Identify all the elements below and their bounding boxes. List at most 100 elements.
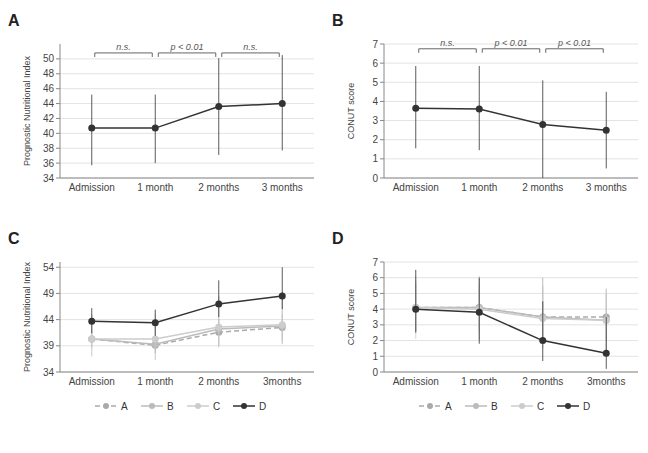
error-bar xyxy=(542,301,543,361)
marker xyxy=(152,336,159,343)
y-tick-label: 44 xyxy=(43,314,55,325)
y-tick xyxy=(380,324,384,325)
y-tick xyxy=(380,309,384,310)
x-tick-label: 3 months xyxy=(586,182,627,193)
marker xyxy=(88,336,95,343)
x-tick-label: 3months xyxy=(587,376,625,387)
y-tick xyxy=(56,73,60,74)
sig-label: n.s. xyxy=(243,42,258,52)
y-tick xyxy=(56,133,60,134)
x-axis xyxy=(60,372,314,373)
legend-marker xyxy=(565,403,571,409)
y-tick-label: 6 xyxy=(372,272,378,283)
marks xyxy=(412,270,610,369)
figure: A343638404244464850Admission1 month2 mon… xyxy=(0,0,648,453)
grid-line xyxy=(60,58,314,59)
y-axis xyxy=(60,44,61,178)
y-tick-label: 54 xyxy=(43,262,55,273)
grid-line xyxy=(384,158,638,159)
y-tick xyxy=(56,88,60,89)
y-tick xyxy=(380,82,384,83)
y-tick-label: 44 xyxy=(43,98,55,109)
grid-line xyxy=(60,372,314,373)
y-tick xyxy=(56,267,60,268)
y-tick-label: 6 xyxy=(372,58,378,69)
sig-label: n.s. xyxy=(116,42,131,52)
sig-label: p < 0.01 xyxy=(170,42,204,52)
y-tick-label: 4 xyxy=(372,304,378,315)
y-tick xyxy=(56,163,60,164)
grid-line xyxy=(60,73,314,74)
grid-line xyxy=(384,262,638,263)
y-tick xyxy=(56,372,60,373)
grid-line xyxy=(384,277,638,278)
marker xyxy=(88,336,95,343)
marker xyxy=(215,103,222,110)
legend-label: A xyxy=(121,401,128,412)
legend-label: A xyxy=(445,401,452,412)
grid-line xyxy=(60,319,314,320)
grid-line xyxy=(384,372,638,373)
marker xyxy=(603,127,610,134)
marker xyxy=(152,319,159,326)
x-tick-label: 2 months xyxy=(522,376,563,387)
marker xyxy=(603,350,610,357)
x-tick-label: Admission xyxy=(69,182,115,193)
sig-bracket xyxy=(419,49,477,53)
legend-label: D xyxy=(583,401,590,412)
grid-line xyxy=(384,101,638,102)
x-tick-label: 1 month xyxy=(461,376,497,387)
marker xyxy=(539,121,546,128)
marker xyxy=(412,105,419,112)
x-tick-label: 1 month xyxy=(137,182,173,193)
grid-line xyxy=(384,178,638,179)
sig-label: p < 0.01 xyxy=(494,38,528,48)
legend-marker xyxy=(149,403,155,409)
error-bar xyxy=(542,80,543,178)
y-tick xyxy=(380,139,384,140)
y-tick-label: 40 xyxy=(43,128,55,139)
legend: ABCD xyxy=(419,401,590,412)
marker xyxy=(88,318,95,325)
y-tick xyxy=(380,101,384,102)
grid-line xyxy=(60,178,314,179)
marker xyxy=(412,306,419,313)
marker xyxy=(152,125,159,132)
legend-marker xyxy=(427,403,433,409)
marker xyxy=(476,309,483,316)
y-tick-label: 5 xyxy=(372,77,378,88)
series-line xyxy=(92,325,283,339)
panel-label: A xyxy=(8,12,20,29)
marker xyxy=(539,337,546,344)
marker xyxy=(279,100,286,107)
series-line xyxy=(92,296,283,323)
y-tick-label: 7 xyxy=(372,39,378,50)
series-line xyxy=(416,309,607,353)
y-tick xyxy=(380,120,384,121)
y-tick-label: 42 xyxy=(43,113,55,124)
grid-line xyxy=(384,82,638,83)
series-line xyxy=(416,308,607,321)
y-tick-label: 49 xyxy=(43,288,55,299)
sig-bracket xyxy=(95,53,153,57)
x-tick-label: Admission xyxy=(393,376,439,387)
y-tick-label: 0 xyxy=(372,173,378,184)
y-tick xyxy=(380,293,384,294)
y-tick xyxy=(380,178,384,179)
y-tick-label: 46 xyxy=(43,83,55,94)
marker xyxy=(279,321,286,328)
y-tick-label: 50 xyxy=(43,53,55,64)
x-axis xyxy=(60,178,314,179)
sig-bracket xyxy=(222,53,280,57)
legend-label: D xyxy=(259,401,266,412)
grid-line xyxy=(384,120,638,121)
y-tick-label: 2 xyxy=(372,134,378,145)
y-tick xyxy=(380,44,384,45)
error-bar xyxy=(415,270,416,333)
y-tick xyxy=(380,340,384,341)
legend-marker xyxy=(519,403,525,409)
marker xyxy=(279,293,286,300)
y-tick-label: 4 xyxy=(372,96,378,107)
legend-label: C xyxy=(213,401,220,412)
y-axis-label: Prognostic Nutritional Index xyxy=(22,261,32,372)
